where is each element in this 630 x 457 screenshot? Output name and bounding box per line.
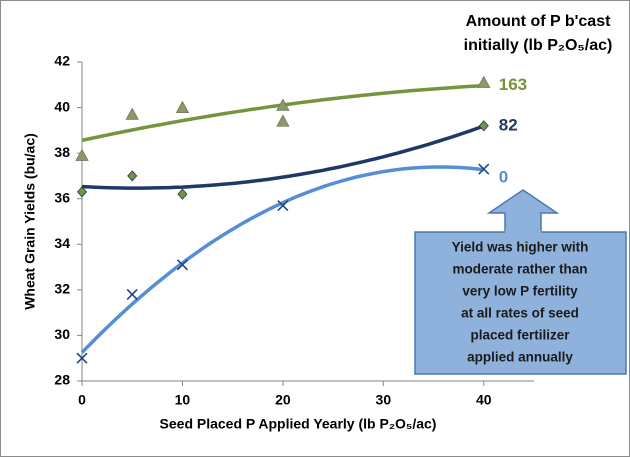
legend-title: Amount of P b'cast — [466, 13, 612, 30]
data-point — [277, 199, 289, 212]
data-point — [175, 100, 190, 113]
data-point — [477, 75, 491, 88]
annotation-text: Yield was higher with — [452, 240, 589, 255]
series-label: 0 — [499, 167, 508, 186]
x-axis-label: Seed Placed P Applied Yearly (lb P₂O₅/ac… — [160, 416, 437, 432]
y-axis-label: Wheat Grain Yields (bu/ac) — [22, 133, 38, 310]
y-tick-label: 28 — [54, 372, 70, 388]
x-tick-label: 0 — [78, 392, 86, 408]
x-tick-label: 10 — [175, 392, 191, 408]
y-tick-label: 36 — [54, 189, 70, 205]
data-point — [127, 170, 138, 182]
data-point — [176, 259, 189, 271]
y-tick-label: 38 — [54, 144, 70, 160]
data-point — [478, 163, 490, 175]
data-point — [126, 288, 138, 300]
data-point — [76, 186, 88, 198]
y-tick-label: 30 — [54, 326, 70, 342]
data-point — [276, 114, 290, 127]
y-tick-label: 34 — [54, 235, 70, 251]
trendline — [81, 124, 485, 190]
series-label: 82 — [499, 116, 518, 135]
x-tick-label: 30 — [376, 392, 392, 408]
annotation-text: placed fertilizer — [470, 328, 570, 343]
y-tick-label: 42 — [54, 53, 70, 69]
x-tick-label: 20 — [275, 392, 291, 408]
data-point — [478, 120, 489, 132]
y-tick-label: 40 — [54, 98, 70, 114]
trendline — [80, 165, 485, 354]
data-point — [125, 107, 139, 120]
annotation-text: at all rates of seed — [461, 306, 579, 321]
annotation-text: applied annually — [467, 350, 573, 365]
x-tick-label: 40 — [476, 392, 492, 408]
data-point — [276, 98, 290, 111]
series-label: 163 — [499, 75, 527, 94]
data-point — [177, 188, 188, 200]
legend-title: initially (lb P₂O₅/ac) — [464, 37, 613, 54]
y-tick-label: 32 — [54, 281, 70, 297]
data-point — [75, 148, 89, 161]
annotation-text: moderate rather than — [452, 262, 587, 277]
annotation-text: very low P fertility — [462, 284, 578, 299]
data-point — [76, 352, 88, 364]
